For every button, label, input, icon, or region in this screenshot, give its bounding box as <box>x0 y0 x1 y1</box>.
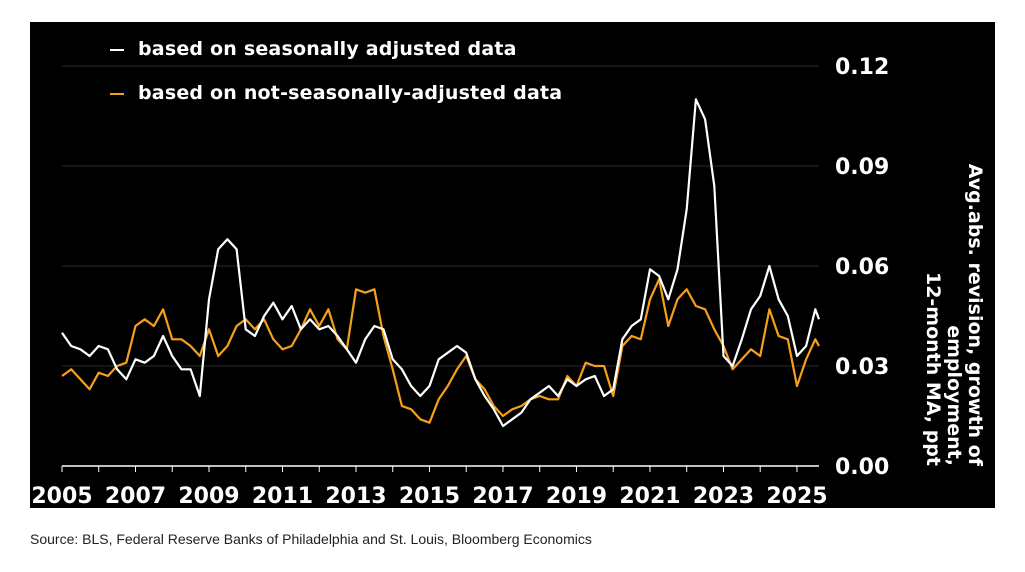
x-tick-label: 2025 <box>766 484 827 508</box>
x-tick-label: 2005 <box>31 484 92 508</box>
series-line-not-seasonally-adjusted <box>61 278 820 424</box>
chart-panel: 0.00 0.03 0.06 0.09 0.12 2005 2007 2009 2011 2013… <box>30 22 995 508</box>
series-line-seasonally-adjusted <box>61 98 821 428</box>
y-axis-label-line: 12-month MA, ppt <box>922 271 944 466</box>
x-tick-label: 2011 <box>252 484 313 508</box>
legend-swatch-white <box>110 48 124 51</box>
y-tick-label: 0.00 <box>835 455 889 480</box>
y-axis-label-line: Avg.abs. revision, growth of <box>964 163 986 466</box>
x-tick-label: 2023 <box>693 484 754 508</box>
x-tick-label: 2021 <box>619 484 680 508</box>
legend-label: based on seasonally adjusted data <box>138 38 517 60</box>
legend-item-not-seasonally-adjusted: based on not-seasonally-adjusted data <box>110 82 562 104</box>
x-tick-label: 2015 <box>399 484 460 508</box>
x-tick-label: 2017 <box>472 484 533 508</box>
legend-item-seasonally-adjusted: based on seasonally adjusted data <box>110 38 517 60</box>
x-tick-label: 2019 <box>546 484 607 508</box>
legend-swatch-orange <box>110 92 124 95</box>
y-tick-label: 0.03 <box>835 355 889 380</box>
y-axis-label-line: employment, <box>943 325 965 466</box>
x-tick-label: 2013 <box>325 484 386 508</box>
x-tick-label: 2009 <box>178 484 239 508</box>
legend-label: based on not-seasonally-adjusted data <box>138 82 563 104</box>
x-tick-label: 2007 <box>105 484 166 508</box>
y-tick-label: 0.09 <box>835 155 889 180</box>
y-tick-label: 0.06 <box>835 255 889 280</box>
y-tick-label: 0.12 <box>835 55 889 80</box>
y-axis-label: Avg.abs. revision, growth of employment,… <box>922 116 986 466</box>
line-chart: 0.00 0.03 0.06 0.09 0.12 2005 2007 2009 2011 2013… <box>31 55 889 508</box>
source-note: Source: BLS, Federal Reserve Banks of Ph… <box>30 531 592 547</box>
